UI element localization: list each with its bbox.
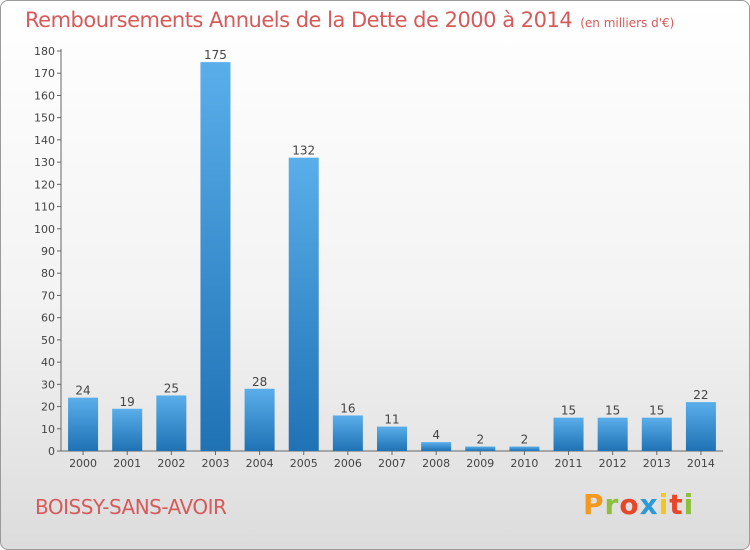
y-tick-label: 70 xyxy=(41,289,55,302)
y-tick-label: 170 xyxy=(34,67,55,80)
data-label-2002: 25 xyxy=(164,381,179,395)
bar-2005 xyxy=(288,157,319,451)
data-label-2004: 28 xyxy=(252,375,267,389)
bar-2000 xyxy=(68,397,99,451)
x-tick-label: 2014 xyxy=(687,457,715,470)
logo-letter: r xyxy=(604,488,620,521)
y-tick-label: 180 xyxy=(34,45,55,58)
x-tick-label: 2007 xyxy=(378,457,406,470)
y-tick-label: 30 xyxy=(41,378,55,391)
chart-title: Remboursements Annuels de la Dette de 20… xyxy=(25,8,674,32)
bar-2002 xyxy=(156,395,187,451)
x-tick-label: 2009 xyxy=(466,457,494,470)
data-label-2012: 15 xyxy=(605,404,620,418)
x-tick-label: 2008 xyxy=(422,457,450,470)
y-tick-label: 90 xyxy=(41,245,55,258)
bar-2014 xyxy=(685,402,716,451)
bar-2008 xyxy=(421,442,452,451)
y-tick-label: 120 xyxy=(34,178,55,191)
x-tick-label: 2005 xyxy=(290,457,318,470)
logo-letter: i xyxy=(658,488,670,521)
x-tick-label: 2013 xyxy=(643,457,671,470)
y-tick-label: 130 xyxy=(34,156,55,169)
x-tick-label: 2012 xyxy=(599,457,627,470)
proxiti-logo: Proxiti xyxy=(583,488,694,521)
chart-title-text: Remboursements Annuels de la Dette de 20… xyxy=(25,8,573,32)
y-tick-label: 0 xyxy=(48,445,55,458)
y-tick-label: 150 xyxy=(34,112,55,125)
bar-2004 xyxy=(244,388,275,451)
bar-2007 xyxy=(376,426,408,451)
data-label-2006: 16 xyxy=(340,401,355,415)
y-tick-label: 140 xyxy=(34,134,55,147)
bar-2010 xyxy=(509,446,540,451)
data-label-2008: 4 xyxy=(432,428,440,442)
data-label-2001: 19 xyxy=(120,395,135,409)
y-tick-label: 110 xyxy=(34,201,55,214)
y-tick-label: 160 xyxy=(34,89,55,102)
x-tick-label: 2010 xyxy=(510,457,538,470)
logo-letter: x xyxy=(639,488,659,521)
y-tick-label: 60 xyxy=(41,312,55,325)
y-tick-label: 80 xyxy=(41,267,55,280)
bar-2012 xyxy=(597,417,628,451)
data-label-2010: 2 xyxy=(521,433,529,447)
chart-bars xyxy=(68,62,716,451)
data-label-2014: 22 xyxy=(693,388,708,402)
logo-letter: t xyxy=(669,488,684,521)
y-tick-label: 100 xyxy=(34,223,55,236)
bar-2013 xyxy=(641,417,672,451)
data-label-2007: 11 xyxy=(384,413,399,427)
x-tick-label: 2006 xyxy=(334,457,362,470)
data-label-2009: 2 xyxy=(476,433,484,447)
bar-2003 xyxy=(200,62,231,451)
y-tick-label: 20 xyxy=(41,401,55,414)
logo-letter: o xyxy=(619,488,640,521)
x-tick-label: 2000 xyxy=(69,457,97,470)
bar-2006 xyxy=(332,415,363,451)
chart-axes: 0 10 20 30 40 50 60 70 80 90 100 110 120 130 140 150 160… xyxy=(34,45,723,470)
data-label-2011: 15 xyxy=(561,404,576,418)
y-tick-label: 50 xyxy=(41,334,55,347)
x-tick-label: 2011 xyxy=(555,457,583,470)
bar-2001 xyxy=(112,408,143,451)
data-label-2013: 15 xyxy=(649,404,664,418)
bar-2011 xyxy=(553,417,584,451)
chart-unit: (en milliers d'€) xyxy=(580,16,675,30)
y-tick-label: 10 xyxy=(41,423,55,436)
x-tick-label: 2004 xyxy=(246,457,274,470)
x-tick-label: 2002 xyxy=(157,457,185,470)
data-label-2005: 132 xyxy=(292,144,315,158)
x-tick-label: 2001 xyxy=(113,457,141,470)
y-tick-label: 40 xyxy=(41,356,55,369)
x-tick-label: 2003 xyxy=(201,457,229,470)
bar-2009 xyxy=(465,446,496,451)
data-label-2000: 24 xyxy=(75,384,90,398)
data-label-2003: 175 xyxy=(204,48,227,62)
location-name: BOISSY-SANS-AVOIR xyxy=(35,495,227,519)
logo-letter: P xyxy=(583,488,605,521)
logo-letter: i xyxy=(683,488,695,521)
